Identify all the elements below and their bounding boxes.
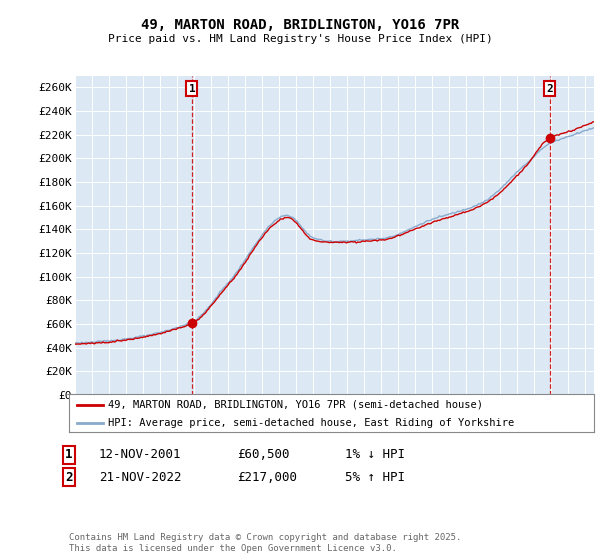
Text: HPI: Average price, semi-detached house, East Riding of Yorkshire: HPI: Average price, semi-detached house,… (109, 418, 515, 428)
Text: £217,000: £217,000 (237, 470, 297, 484)
Text: 1% ↓ HPI: 1% ↓ HPI (345, 448, 405, 461)
Text: 1: 1 (65, 448, 73, 461)
Text: Price paid vs. HM Land Registry's House Price Index (HPI): Price paid vs. HM Land Registry's House … (107, 34, 493, 44)
Text: Contains HM Land Registry data © Crown copyright and database right 2025.
This d: Contains HM Land Registry data © Crown c… (69, 533, 461, 553)
Text: £60,500: £60,500 (237, 448, 290, 461)
Text: 49, MARTON ROAD, BRIDLINGTON, YO16 7PR: 49, MARTON ROAD, BRIDLINGTON, YO16 7PR (141, 18, 459, 32)
Text: 1: 1 (188, 83, 195, 94)
Text: 12-NOV-2001: 12-NOV-2001 (99, 448, 182, 461)
Text: 2: 2 (546, 83, 553, 94)
Text: 21-NOV-2022: 21-NOV-2022 (99, 470, 182, 484)
Text: 2: 2 (65, 470, 73, 484)
Text: 49, MARTON ROAD, BRIDLINGTON, YO16 7PR (semi-detached house): 49, MARTON ROAD, BRIDLINGTON, YO16 7PR (… (109, 399, 484, 409)
Text: 5% ↑ HPI: 5% ↑ HPI (345, 470, 405, 484)
